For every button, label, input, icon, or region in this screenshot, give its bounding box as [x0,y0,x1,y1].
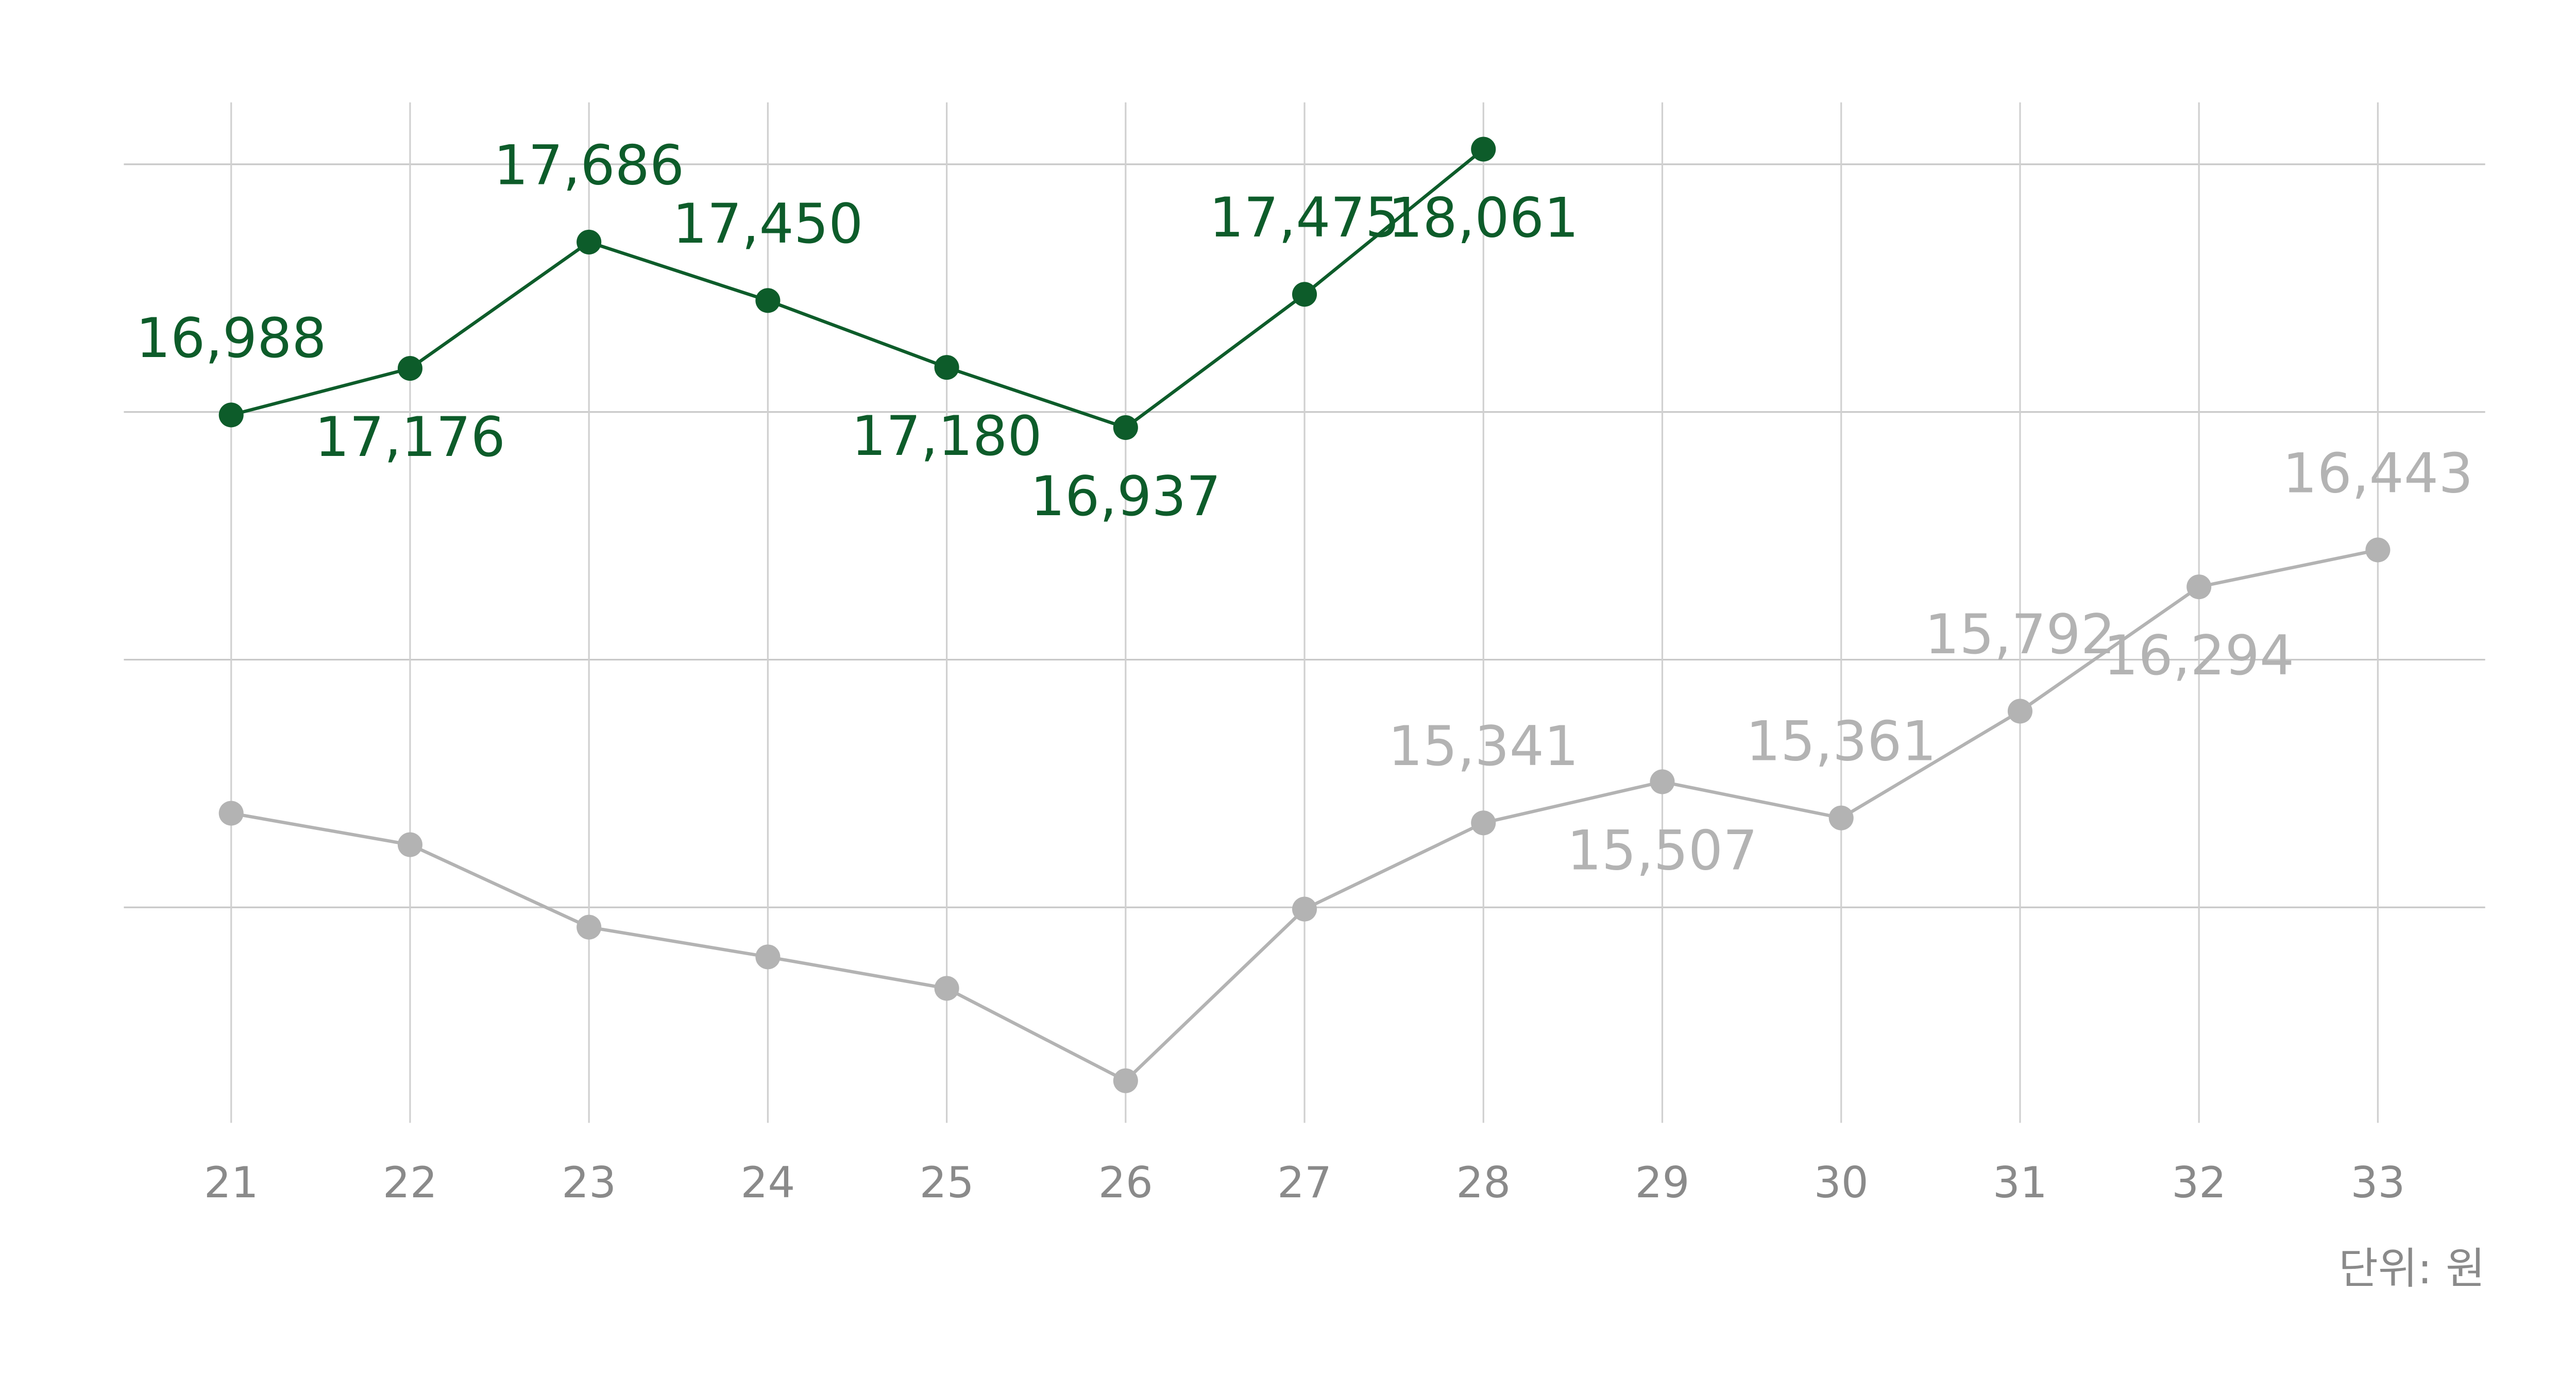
data-point [1471,810,1496,836]
value-label: 16,937 [1030,465,1221,528]
data-point [934,355,959,380]
data-point [1113,415,1138,440]
data-point [1471,137,1496,162]
data-point [577,914,602,940]
value-label: 18,061 [1388,186,1579,249]
data-point [577,229,602,255]
value-label: 17,450 [672,192,863,256]
unit-note: 단위: 원 [2338,1244,2485,1294]
x-tick-label: 30 [1814,1158,1869,1208]
data-point [755,288,781,313]
data-point [2187,574,2212,600]
value-label: 16,443 [2282,442,2473,505]
value-label: 15,341 [1388,715,1579,778]
data-point [397,832,422,857]
data-point [2007,699,2032,724]
data-point [755,944,781,970]
series-line [230,148,1485,430]
x-tick-label: 22 [383,1158,437,1208]
x-tick-label: 25 [920,1158,974,1208]
value-label: 17,180 [852,404,1042,468]
data-point [934,976,959,1001]
data-point [2365,537,2391,563]
value-label: 15,792 [1925,603,2115,666]
x-tick-label: 33 [2350,1158,2405,1208]
data-point [397,356,422,381]
value-label: 16,988 [136,307,327,370]
data-point [1650,769,1675,794]
x-tick-label: 32 [2172,1158,2226,1208]
data-point [218,801,244,826]
x-tick-label: 29 [1635,1158,1689,1208]
value-label: 17,176 [315,405,505,469]
data-point [1292,282,1317,307]
value-label: 17,686 [494,134,684,197]
x-tick-label: 28 [1456,1158,1511,1208]
grid [124,102,2485,1123]
value-label: 16,294 [2104,624,2294,687]
data-point [218,402,244,428]
x-tick-label: 31 [1993,1158,2047,1208]
value-label: 15,361 [1746,709,1937,773]
x-tick-label: 21 [204,1158,259,1208]
x-tick-label: 27 [1277,1158,1332,1208]
x-tick-label: 23 [562,1158,616,1208]
data-point [1113,1068,1138,1093]
data-point [1292,896,1317,922]
x-tick-label: 26 [1098,1158,1153,1208]
value-label: 15,507 [1567,819,1757,882]
data-point [1828,805,1854,830]
x-tick-label: 24 [740,1158,795,1208]
value-label: 17,475 [1209,186,1400,249]
